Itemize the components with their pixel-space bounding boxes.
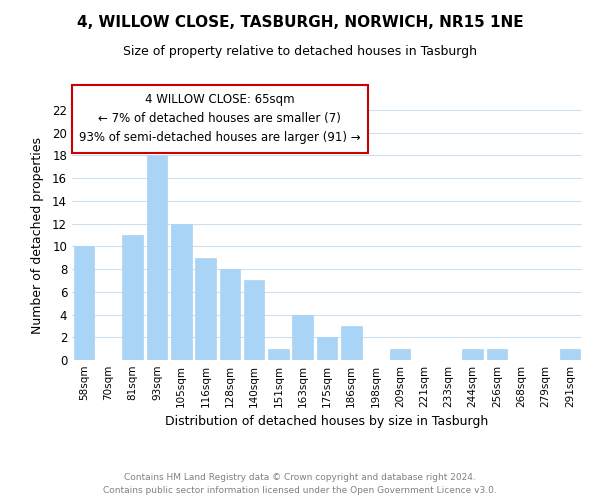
Bar bbox=[171, 224, 191, 360]
Text: 93% of semi-detached houses are larger (91) →: 93% of semi-detached houses are larger (… bbox=[79, 131, 361, 144]
Bar bbox=[146, 156, 167, 360]
Bar bbox=[560, 348, 580, 360]
Text: 4 WILLOW CLOSE: 65sqm: 4 WILLOW CLOSE: 65sqm bbox=[145, 94, 295, 106]
Bar bbox=[268, 348, 289, 360]
Bar bbox=[74, 246, 94, 360]
X-axis label: Distribution of detached houses by size in Tasburgh: Distribution of detached houses by size … bbox=[166, 416, 488, 428]
Bar bbox=[244, 280, 265, 360]
Bar bbox=[195, 258, 216, 360]
Bar bbox=[220, 269, 240, 360]
Text: 4, WILLOW CLOSE, TASBURGH, NORWICH, NR15 1NE: 4, WILLOW CLOSE, TASBURGH, NORWICH, NR15… bbox=[77, 15, 523, 30]
Y-axis label: Number of detached properties: Number of detached properties bbox=[31, 136, 44, 334]
FancyBboxPatch shape bbox=[72, 85, 368, 152]
Bar bbox=[317, 338, 337, 360]
Bar bbox=[122, 235, 143, 360]
Bar bbox=[341, 326, 362, 360]
Bar bbox=[487, 348, 508, 360]
Bar bbox=[463, 348, 483, 360]
Text: Contains HM Land Registry data © Crown copyright and database right 2024.
Contai: Contains HM Land Registry data © Crown c… bbox=[103, 473, 497, 495]
Bar bbox=[389, 348, 410, 360]
Text: Size of property relative to detached houses in Tasburgh: Size of property relative to detached ho… bbox=[123, 45, 477, 58]
Text: ← 7% of detached houses are smaller (7): ← 7% of detached houses are smaller (7) bbox=[98, 112, 341, 125]
Bar bbox=[292, 314, 313, 360]
